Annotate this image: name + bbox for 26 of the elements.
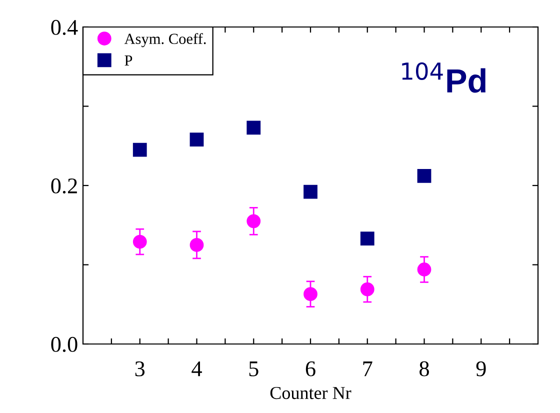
y-tick-label: 0.0: [51, 336, 78, 352]
point: [304, 287, 318, 302]
point: [360, 282, 374, 296]
x-tick-label: 8: [420, 361, 429, 376]
x-tick-label: 3: [135, 361, 145, 376]
point: [304, 184, 318, 199]
point: [360, 232, 374, 246]
point: [132, 234, 147, 249]
x-tick-label: 7: [363, 362, 372, 376]
legend-label: Asym. Coeff.: [124, 33, 206, 48]
point: [190, 238, 204, 252]
x-axis-title: Counter Nr: [270, 386, 352, 400]
y-tick-label: 0.2: [51, 178, 77, 194]
point: [132, 142, 147, 157]
x-tick-label: 4: [192, 361, 202, 376]
legend-label: P: [124, 55, 132, 66]
point: [246, 214, 261, 228]
x-tick-label: 6: [306, 361, 316, 376]
x-tick-label: 5: [249, 362, 258, 376]
x-tick-label: 9: [476, 361, 486, 376]
point: [246, 120, 261, 135]
point: [417, 262, 432, 276]
annotation: $^{104}$Pd: [402, 62, 486, 93]
y-tick-label: 0.4: [51, 20, 78, 36]
point: [190, 132, 204, 146]
point: [417, 169, 432, 183]
